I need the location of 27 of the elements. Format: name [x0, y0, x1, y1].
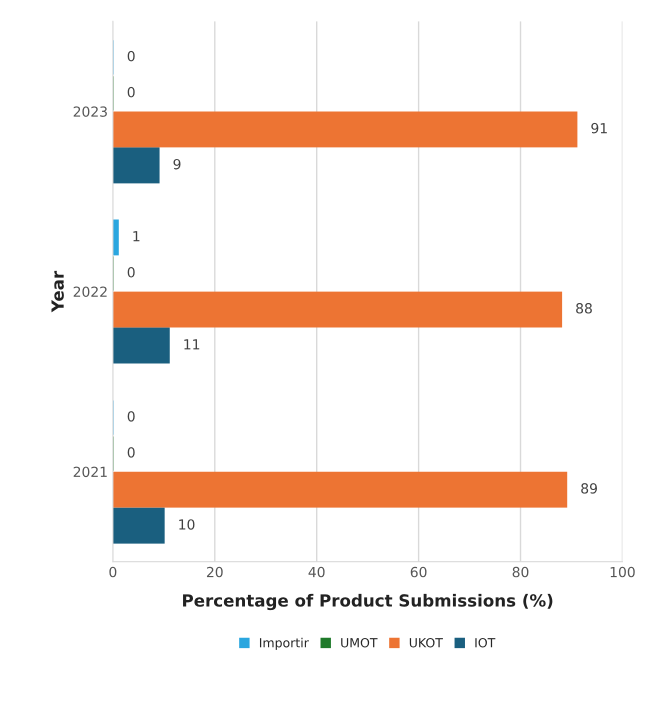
data-label: 89 [581, 483, 597, 494]
x-axis-title: Percentage of Product Submissions (%) [183, 594, 552, 610]
data-label: 88 [576, 303, 592, 314]
data-label: 0 [128, 267, 135, 278]
y-tick-label: 2022 [74, 286, 107, 297]
data-label: 0 [128, 411, 135, 422]
x-tick-label: 0 [109, 566, 116, 578]
x-tick-label: 40 [308, 566, 325, 578]
legend-label: IOT [475, 638, 496, 648]
data-label: 1 [133, 231, 140, 242]
y-tick-label: 2023 [74, 106, 107, 117]
legend-label: UKOT [410, 638, 443, 648]
data-label: 11 [184, 339, 200, 350]
x-tick-label: 80 [512, 566, 528, 578]
data-label: 0 [128, 447, 135, 458]
x-tick-label: 20 [206, 566, 223, 578]
data-label: 91 [591, 122, 607, 134]
legend-label: UMOT [341, 638, 378, 648]
y-axis-title: Year [51, 270, 64, 312]
y-tick-label: 2021 [74, 466, 107, 478]
data-label: 0 [128, 86, 135, 98]
x-tick-label: 60 [410, 566, 427, 578]
legend-label: Importir [260, 638, 309, 650]
data-label: 9 [174, 158, 180, 170]
data-label: 10 [179, 519, 194, 530]
data-label: 0 [128, 50, 135, 62]
x-tick-label: 100 [610, 566, 635, 578]
